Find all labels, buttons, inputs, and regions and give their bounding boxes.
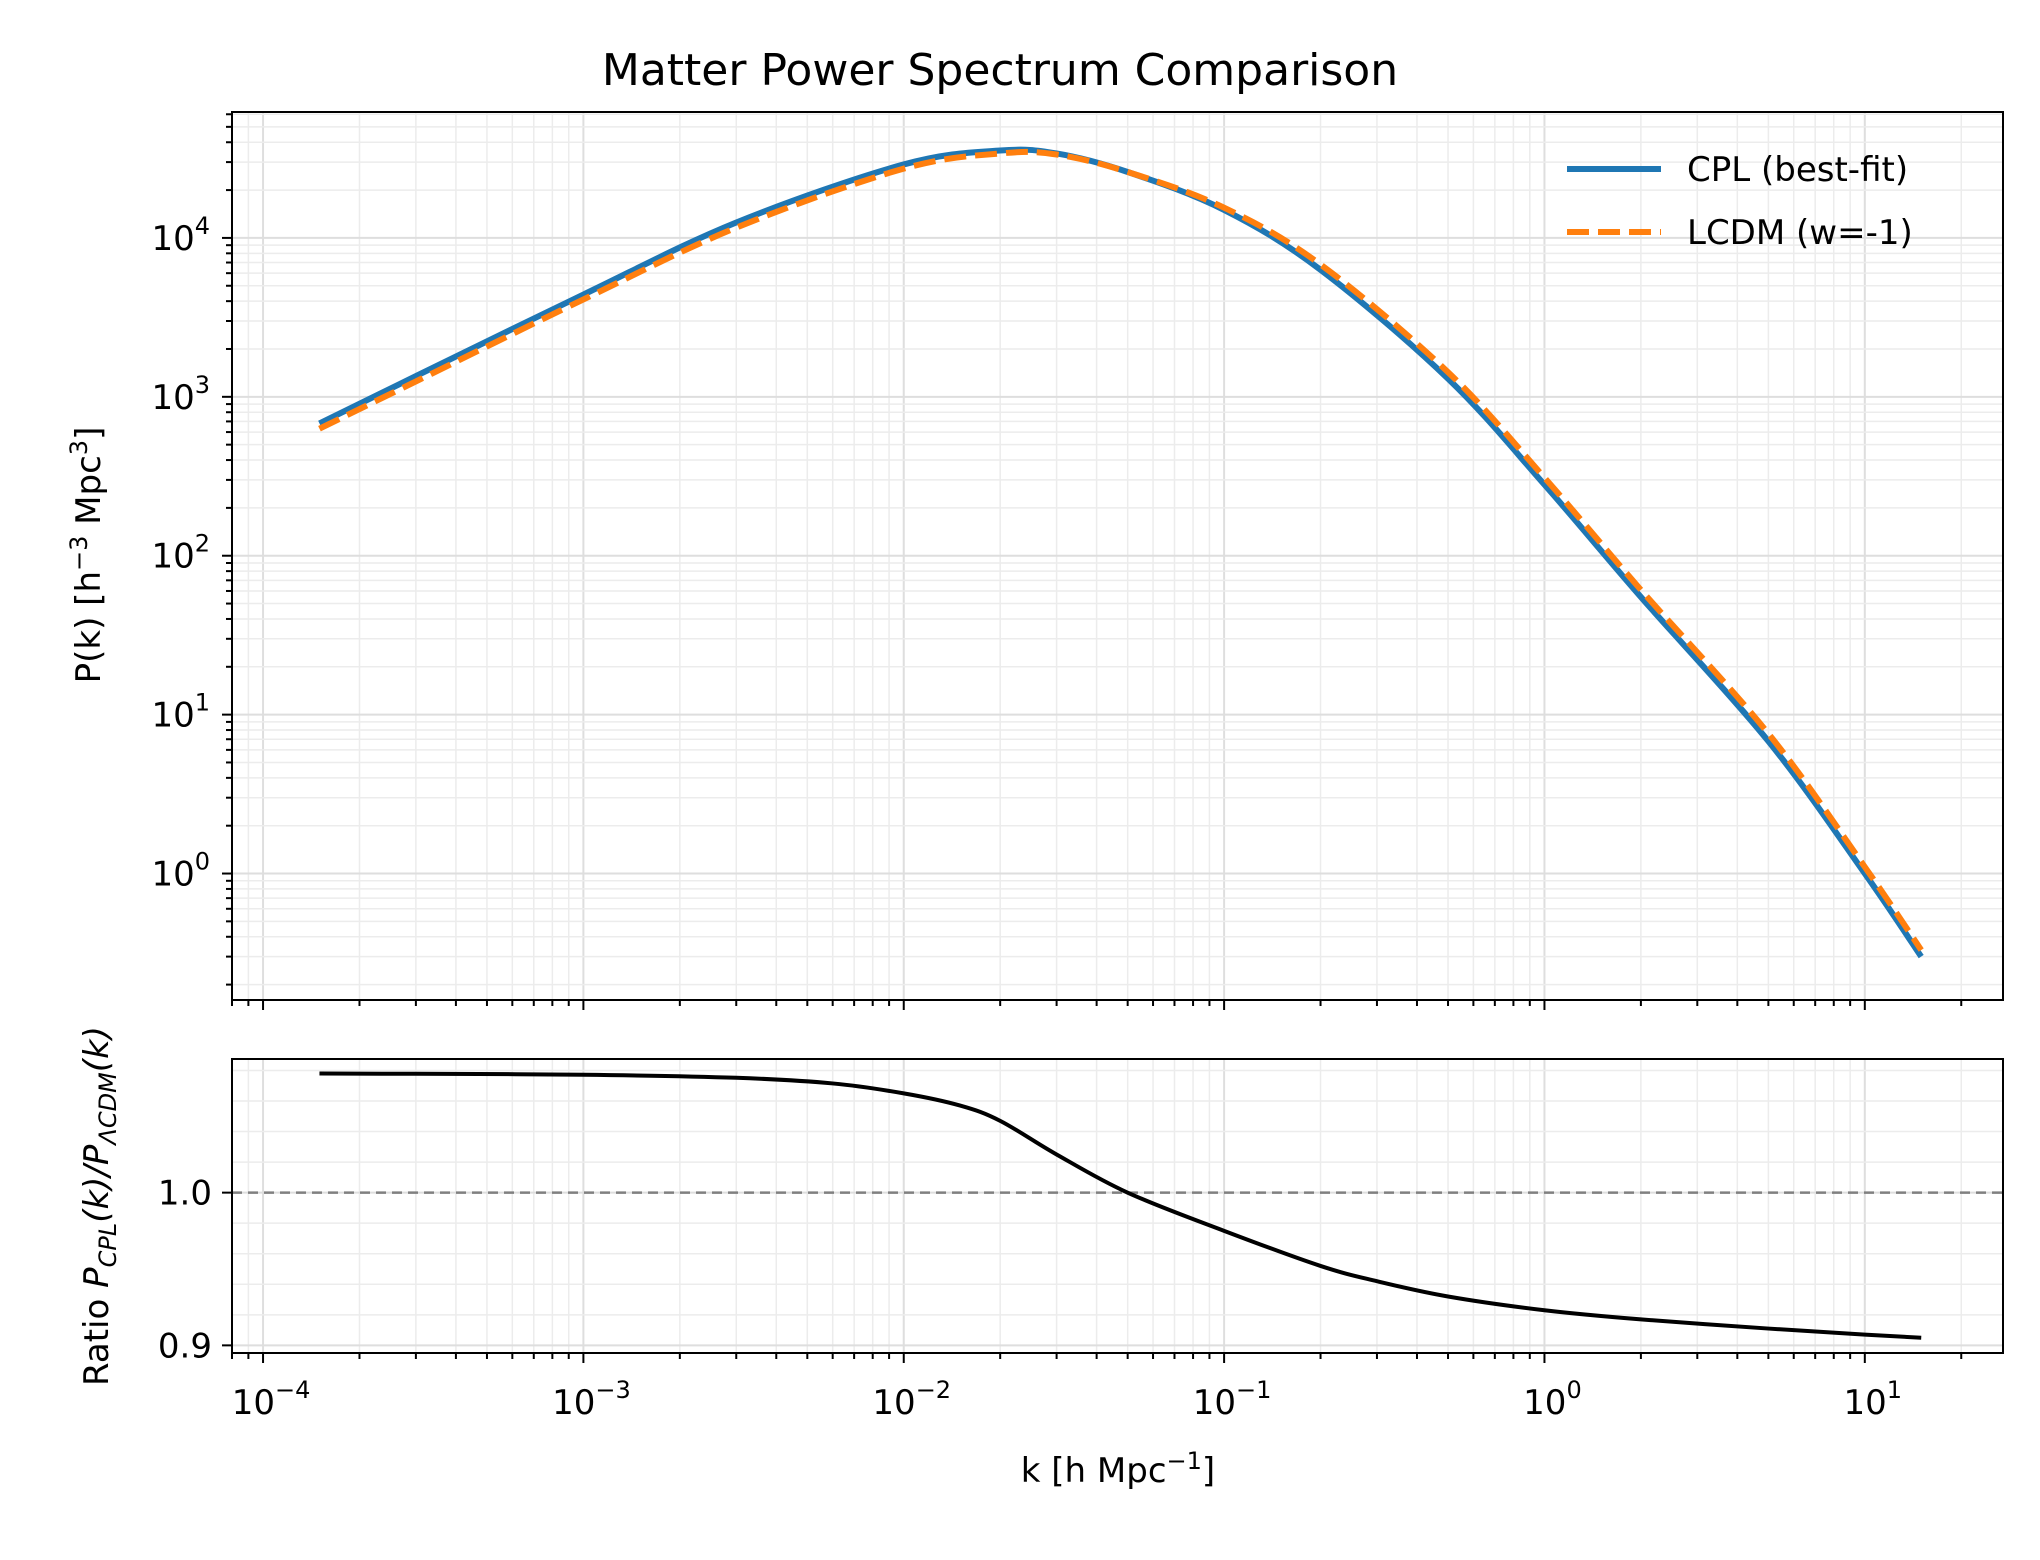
bottom-panel: 0.9 1.0 10−4 10−3 10−2 10−1 100 101 Ratio PCPL… (77, 1026, 2004, 1491)
legend-label-lcdm: LCDM (w=-1) (1687, 213, 1913, 253)
top-ytick-label: 102 (151, 530, 210, 577)
top-grid (231, 112, 2003, 1000)
chart-title: Matter Power Spectrum Comparison (602, 45, 1398, 96)
bottom-y-axis-label: Ratio PCPL(k)/PΛCDM(k) (77, 1026, 122, 1386)
top-ytick-label: 101 (151, 689, 210, 736)
bottom-ticks (222, 1191, 1963, 1363)
top-ytick-label: 103 (151, 371, 210, 418)
top-ticks (222, 113, 1963, 1010)
top-ytick-label: 100 (151, 848, 210, 895)
bottom-xtick-label: 101 (1844, 1376, 1903, 1423)
legend: CPL (best-fit) LCDM (w=-1) (1567, 150, 1913, 253)
series-line-lcdm (318, 148, 1924, 952)
series-line-ratio (319, 1071, 1922, 1340)
bottom-plot-frame (231, 1058, 2004, 1354)
bottom-xtick-label: 10−2 (872, 1376, 951, 1423)
bottom-ytick-labels: 0.9 1.0 (158, 1174, 212, 1367)
bottom-xtick-label: 10−1 (1193, 1376, 1272, 1423)
top-ytick-labels: 100 101 102 103 104 (151, 212, 210, 895)
top-series (318, 146, 1924, 959)
top-ytick-label: 104 (151, 212, 210, 259)
bottom-xtick-label: 10−4 (232, 1376, 311, 1423)
legend-label-cpl: CPL (best-fit) (1687, 150, 1908, 190)
bottom-series (319, 1071, 1922, 1340)
top-y-axis-label: P(k) [h−3 Mpc3] (65, 427, 109, 684)
x-axis-label: k [h Mpc−1] (1021, 1447, 1215, 1491)
bottom-xtick-label: 100 (1523, 1376, 1582, 1423)
bottom-ytick-label: 0.9 (158, 1326, 212, 1366)
bottom-xtick-label: 10−3 (552, 1376, 631, 1423)
bottom-ytick-label: 1.0 (158, 1174, 212, 1214)
top-panel: 100 101 102 103 104 P(k) [h−3 Mpc3] CPL (bes… (65, 111, 2004, 1010)
series-line-cpl (318, 146, 1924, 959)
bottom-xtick-labels: 10−4 10−3 10−2 10−1 100 101 (232, 1376, 1902, 1423)
